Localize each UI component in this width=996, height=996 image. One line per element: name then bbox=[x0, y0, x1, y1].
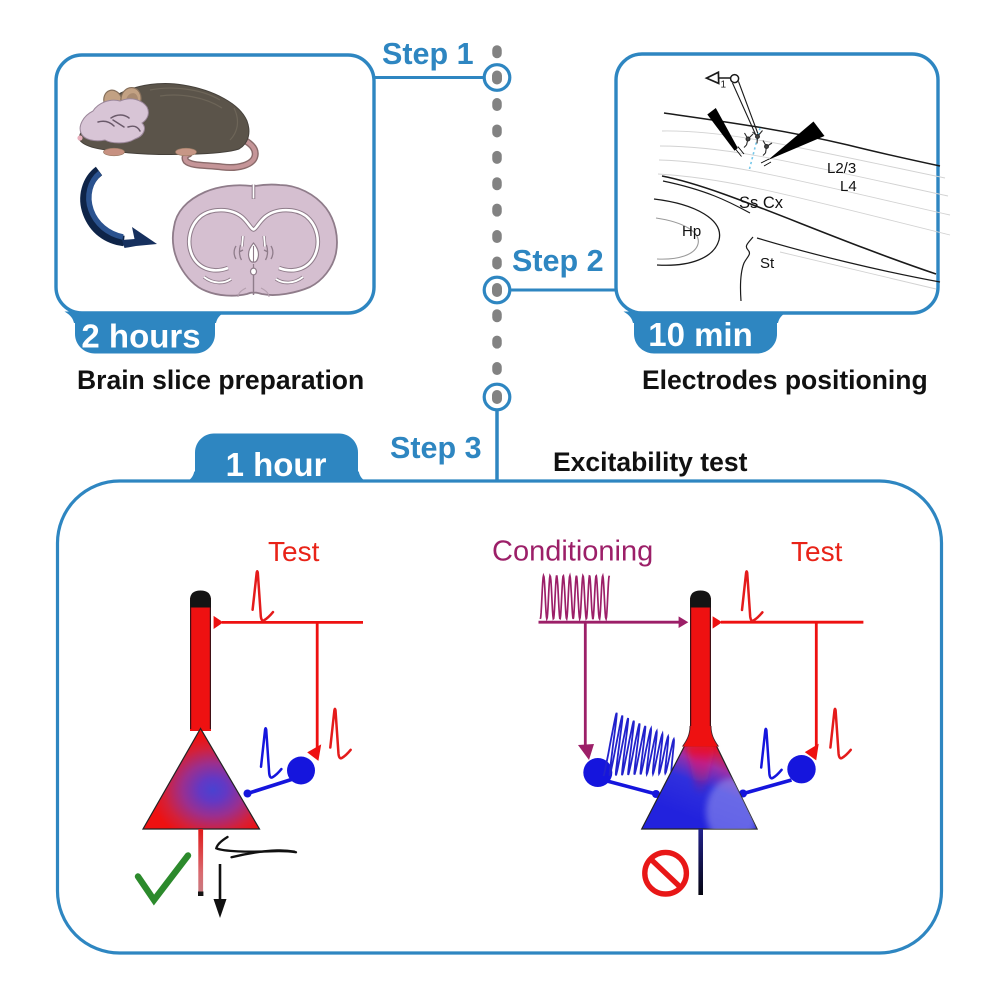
svg-text:Step 2: Step 2 bbox=[512, 244, 604, 278]
svg-text:Hp: Hp bbox=[682, 223, 701, 240]
svg-text:L2/3: L2/3 bbox=[827, 160, 856, 177]
svg-text:Test: Test bbox=[791, 536, 843, 567]
svg-text:L4: L4 bbox=[840, 178, 857, 195]
svg-text:Conditioning: Conditioning bbox=[492, 536, 653, 568]
svg-text:Electrodes positioning: Electrodes positioning bbox=[642, 365, 928, 395]
svg-text:Brain slice preparation: Brain slice preparation bbox=[77, 365, 364, 395]
svg-text:Step 1: Step 1 bbox=[382, 37, 474, 71]
svg-text:Ss Cx: Ss Cx bbox=[739, 194, 784, 212]
svg-text:Test: Test bbox=[268, 536, 320, 567]
svg-text:Step 3: Step 3 bbox=[390, 431, 482, 465]
svg-text:Excitability test: Excitability test bbox=[553, 447, 748, 477]
svg-text:2 hours: 2 hours bbox=[81, 318, 200, 355]
svg-text:1: 1 bbox=[721, 80, 727, 91]
svg-text:1 hour: 1 hour bbox=[226, 446, 327, 483]
svg-text:St: St bbox=[760, 255, 775, 272]
svg-text:10 min: 10 min bbox=[648, 316, 753, 353]
